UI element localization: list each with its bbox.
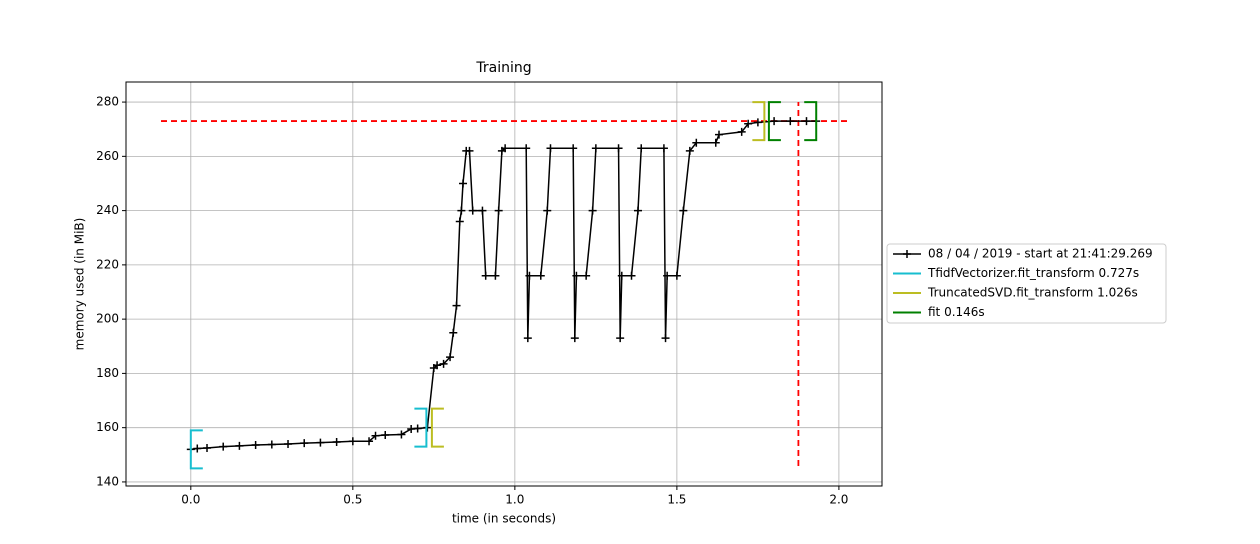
marker (786, 117, 795, 126)
marker (770, 117, 779, 126)
x-tick-label: 1.5 (667, 493, 686, 507)
x-tick-label: 1.0 (505, 493, 524, 507)
marker (413, 424, 422, 433)
y-axis-label: memory used (in MiB) (73, 218, 87, 351)
marker (569, 144, 578, 153)
marker (536, 271, 545, 280)
marker (616, 334, 625, 343)
y-tick-label: 220 (96, 257, 119, 271)
y-tick-label: 280 (96, 95, 119, 109)
marker (546, 144, 555, 153)
marker (525, 271, 534, 280)
function-end (414, 407, 428, 448)
marker (219, 442, 228, 451)
legend-label: fit 0.146s (928, 305, 985, 319)
marker (572, 271, 581, 280)
marker (481, 271, 490, 280)
legend-marker (903, 250, 911, 258)
marker (478, 206, 487, 215)
marker (715, 130, 724, 139)
function-end (752, 101, 766, 142)
marker (637, 144, 646, 153)
marker (316, 438, 325, 447)
legend-label: 08 / 04 / 2019 - start at 21:41:29.269 (928, 247, 1153, 261)
function-start (430, 407, 444, 448)
marker (457, 206, 466, 215)
marker (371, 431, 380, 440)
marker (672, 271, 681, 280)
marker (692, 138, 701, 147)
marker (491, 271, 500, 280)
marker (433, 361, 442, 370)
marker (501, 144, 510, 153)
marker (543, 206, 552, 215)
legend-box (886, 243, 1167, 324)
marker (203, 444, 212, 453)
marker (300, 439, 309, 448)
function-end (804, 101, 818, 142)
marker (588, 206, 597, 215)
marker (663, 271, 672, 280)
y-tick-label: 260 (96, 149, 119, 163)
marker (522, 144, 531, 153)
function-start (189, 429, 203, 470)
marker (685, 146, 694, 155)
marker (397, 430, 406, 439)
y-tick-label: 180 (96, 366, 119, 380)
marker (193, 444, 202, 453)
legend-label: TfidfVectorizer.fit_transform 0.727s (927, 266, 1139, 280)
marker (737, 127, 746, 136)
x-tick-label: 2.0 (829, 493, 848, 507)
marker (465, 146, 474, 155)
marker (251, 441, 260, 450)
marker (332, 438, 341, 447)
x-tick-label: 0.0 (181, 493, 200, 507)
marker (617, 271, 626, 280)
marker (446, 353, 455, 362)
chart-title: Training (475, 60, 531, 76)
marker (365, 437, 374, 446)
function-start (767, 101, 781, 142)
marker (582, 271, 591, 280)
marker (679, 206, 688, 215)
y-tick-label: 160 (96, 420, 119, 434)
legend-label: TruncatedSVD.fit_transform 1.026s (927, 286, 1138, 300)
marker (468, 206, 477, 215)
marker (284, 439, 293, 448)
marker (449, 328, 458, 337)
y-tick-label: 140 (96, 474, 119, 488)
marker (802, 117, 811, 126)
marker (591, 144, 600, 153)
marker (452, 301, 461, 310)
marker (494, 206, 503, 215)
marker (711, 138, 720, 147)
marker (348, 437, 357, 446)
marker (570, 334, 579, 343)
marker (267, 440, 276, 449)
x-tick-label: 0.5 (343, 493, 362, 507)
y-tick-label: 240 (96, 203, 119, 217)
marker (459, 179, 468, 188)
marker (753, 118, 762, 127)
memory-line (190, 120, 817, 451)
marker (633, 206, 642, 215)
marker (439, 359, 448, 368)
marker (661, 334, 670, 343)
marker (235, 441, 244, 450)
marker (523, 334, 532, 343)
marker (455, 217, 464, 226)
y-tick-label: 200 (96, 312, 119, 326)
marker (659, 144, 668, 153)
marker (744, 119, 753, 128)
plot-frame (125, 81, 883, 487)
x-axis-label: time (in seconds) (452, 512, 556, 526)
marker (627, 271, 636, 280)
marker (614, 144, 623, 153)
marker (381, 430, 390, 439)
